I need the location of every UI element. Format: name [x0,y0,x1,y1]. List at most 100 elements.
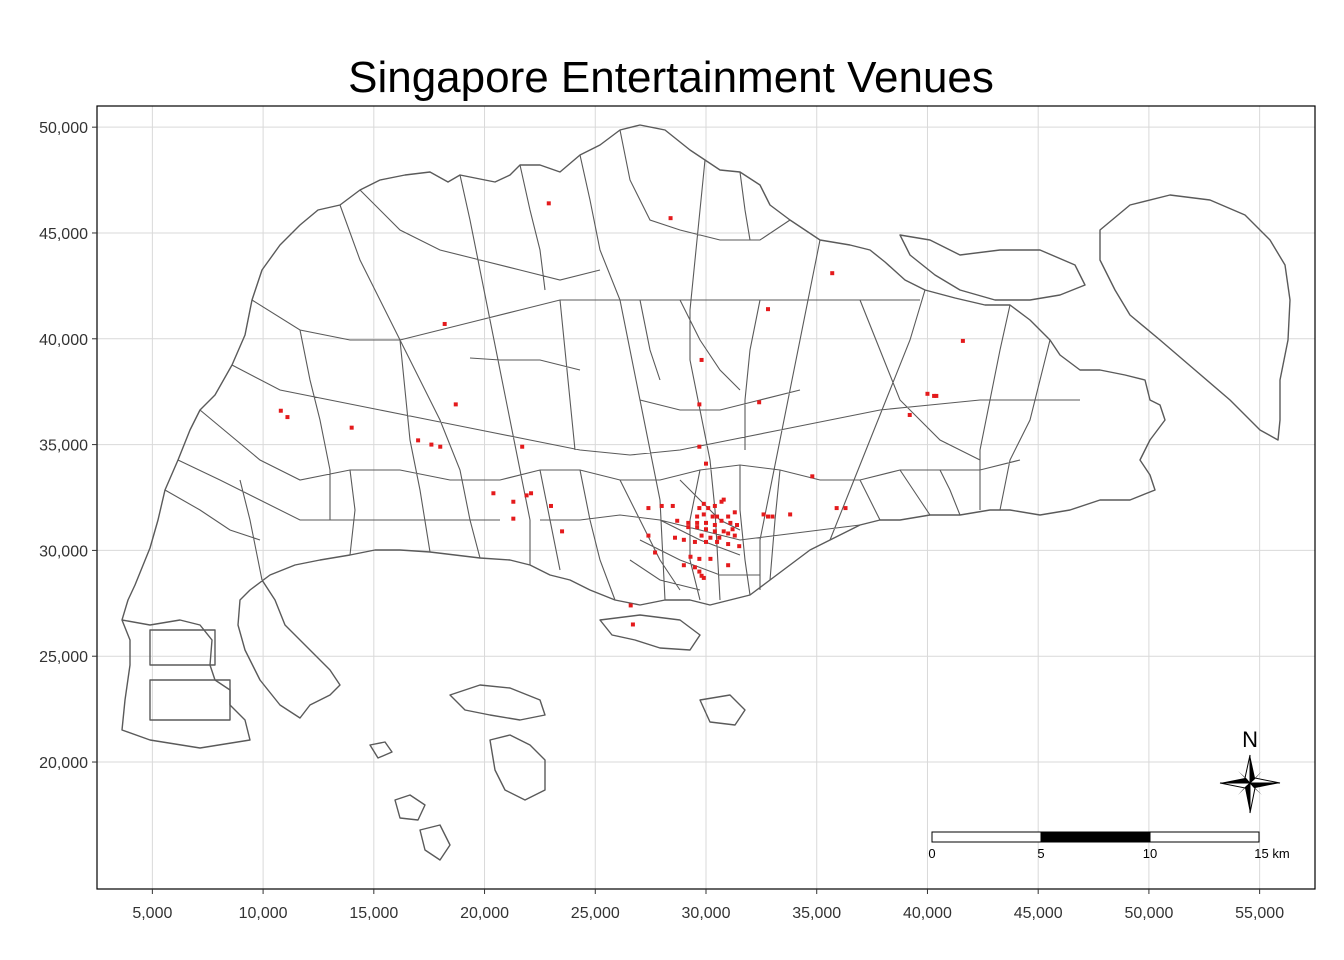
venue-point [712,523,717,528]
venue-point [686,520,691,525]
x-tick-label: 40,000 [903,905,952,922]
venue-point [695,514,700,519]
venue-point [704,539,708,544]
venue-point [757,400,762,405]
venue-point [668,216,673,221]
venue-point [934,393,939,398]
southern-island-4 [419,824,451,861]
southern-island-5 [699,694,746,726]
venue-point [653,550,658,555]
x-tick-label: 30,000 [682,905,731,922]
venue-point [560,529,565,534]
venue-point [726,514,731,519]
y-tick-label: 30,000 [39,543,88,560]
venue-point [692,565,697,570]
venue-point [704,527,708,532]
scale-bar-seg-3 [1149,831,1260,843]
venue-point [766,514,771,519]
y-axis: 20,000 25,000 30,000 35,000 40,000 45,000 50,0… [39,120,97,772]
venue-point [704,461,708,466]
southern-island-6 [369,741,393,759]
venue-point [704,520,708,525]
coastline [121,124,1291,861]
venue-point [548,503,553,508]
venue-point [726,542,731,547]
southern-island-1 [449,684,546,721]
scale-label-0: 0 [928,846,935,861]
venue-point [416,438,421,443]
venue-point [728,520,733,525]
venue-point [524,493,529,498]
venue-point [710,514,715,519]
jurong-island-strip-2 [149,679,231,721]
venue-point [766,307,771,312]
venue-point [285,415,290,420]
venue-point [681,563,686,568]
venue-point [630,622,635,627]
venue-point [732,533,737,538]
y-tick-label: 45,000 [39,226,88,243]
venue-point [697,402,702,407]
venue-point [453,402,458,407]
venue-point [675,518,680,523]
venue-point [628,603,633,608]
venue-point [491,491,496,496]
main-island-outline [121,124,1166,749]
venue-point [697,444,702,449]
x-tick-label: 5,000 [132,905,172,922]
y-tick-label: 35,000 [39,438,88,455]
venue-point [697,569,702,574]
venue-point [278,408,283,413]
venue-point [699,573,704,578]
x-tick-label: 35,000 [792,905,841,922]
sentosa [599,614,701,651]
venue-point [701,512,706,517]
venue-point [429,442,434,447]
venue-point [717,535,722,540]
venue-point [511,516,516,521]
venue-point [646,533,651,538]
venue-point [834,506,839,511]
venue-point [438,444,443,449]
x-axis: 5,000 10,000 15,000 20,000 25,000 30,000 35,00… [132,889,1284,922]
venue-point [925,391,930,396]
venue-point [721,497,726,502]
planning-subzone-boundaries [164,129,1080,601]
scale-label-15: 15 km [1254,846,1289,861]
pulau-ubin [899,234,1086,301]
jurong-island-strip-1 [149,629,216,666]
venue-point [511,499,516,504]
venue-point [730,527,735,532]
venue-point [699,533,704,538]
venue-point [712,529,717,534]
venue-points [278,201,965,627]
venue-point [695,520,700,525]
scale-bar-seg-1 [931,831,1042,843]
venue-point [737,544,742,549]
venue-point [960,338,965,343]
venue-point [686,525,691,530]
venue-point [442,321,447,326]
x-tick-label: 15,000 [349,905,398,922]
venue-point [907,412,912,417]
venue-point [697,506,702,511]
venue-point [670,503,675,508]
venue-point [721,529,726,534]
pulau-tekong [1099,194,1291,441]
venue-point [701,575,706,580]
venue-point [712,503,717,508]
venue-point [726,531,731,536]
compass-star-icon [1250,755,1255,783]
venue-point [659,503,664,508]
venue-point [843,506,848,511]
scale-bar-seg-2 [1040,831,1151,843]
scale-bar: 0 5 10 15 km [928,831,1290,861]
x-tick-label: 50,000 [1124,905,1173,922]
x-tick-label: 25,000 [571,905,620,922]
x-tick-label: 55,000 [1235,905,1284,922]
venue-point [715,539,720,544]
venue-point [672,535,677,540]
venue-point [932,393,937,398]
x-tick-label: 20,000 [460,905,509,922]
venue-point [695,525,700,530]
